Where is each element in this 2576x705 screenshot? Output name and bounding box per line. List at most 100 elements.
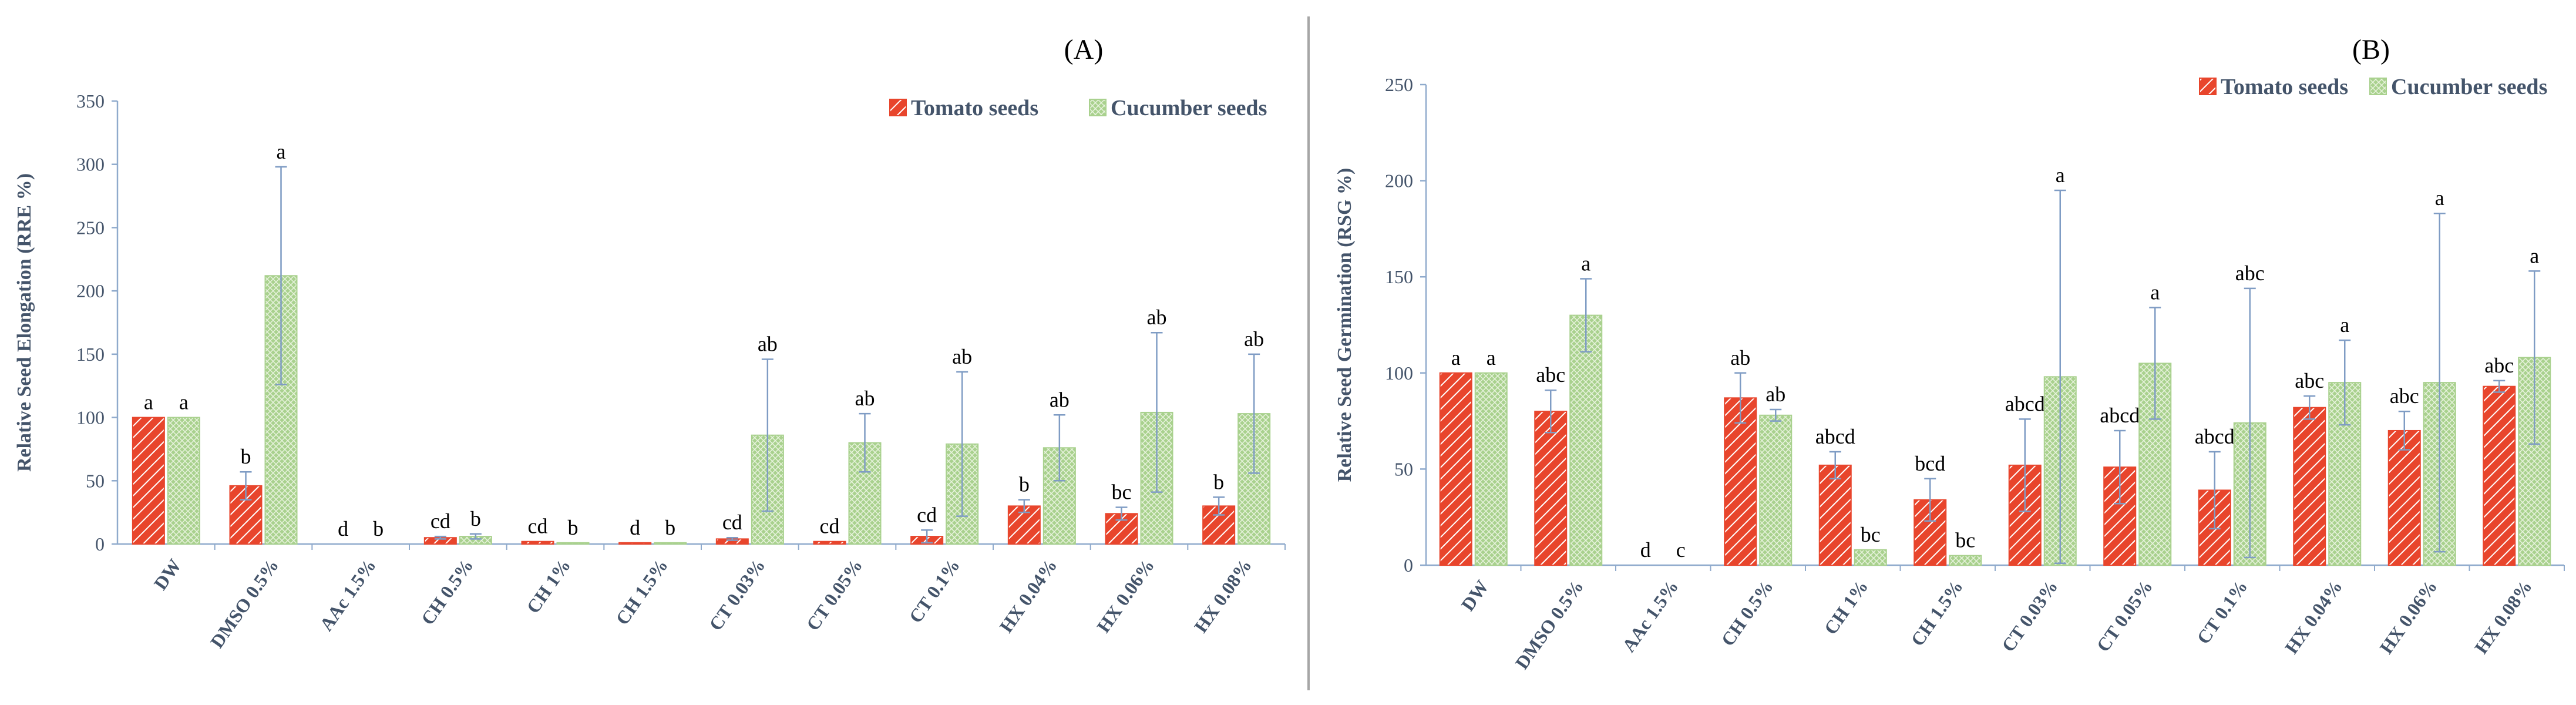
significance-letter-tomato: abc: [2484, 354, 2514, 377]
significance-letter-tomato: d: [1640, 538, 1651, 562]
x-category-label: CH 1.5%: [1906, 576, 1967, 650]
y-tick-label: 0: [95, 533, 105, 555]
significance-letter-tomato: cd: [722, 511, 742, 534]
x-category-label: HX 0.04%: [2281, 576, 2346, 658]
legend-swatch-tomato: [889, 99, 907, 116]
significance-letter-cucumber: b: [665, 516, 675, 539]
y-axis-title-b: Relative Seed Germination (RSG %): [1334, 168, 1356, 482]
y-axis-title-a: Relative Seed Elongation (RRE %): [14, 173, 35, 472]
bar-tomato: [618, 542, 652, 545]
bar-tomato: [1724, 397, 1757, 566]
x-category-label: HX 0.04%: [995, 555, 1061, 637]
y-tick-label: 50: [86, 470, 105, 491]
significance-letter-tomato: abc: [2295, 369, 2324, 392]
significance-letter-tomato: bcd: [1915, 452, 1945, 475]
x-category-label: DMSO 0.5%: [1511, 576, 1588, 673]
x-category-label: CH 1%: [1820, 576, 1872, 639]
chart-panel-b: (B) Relative Seed Germination (RSG %) 0 50 1…: [1334, 34, 2565, 673]
significance-letter-cucumber: ab: [1765, 382, 1785, 406]
y-tick-label: 150: [76, 344, 105, 365]
y-tick-label: 150: [1385, 266, 1413, 287]
significance-letter-tomato: a: [1451, 346, 1461, 370]
x-category-label: HX 0.06%: [2375, 576, 2441, 658]
significance-letter-cucumber: c: [1676, 538, 1686, 562]
significance-letter-tomato: b: [241, 445, 251, 468]
bar-tomato: [132, 417, 165, 545]
y-tick-label: 100: [1385, 362, 1413, 384]
legend-swatch-cucumber: [1089, 99, 1107, 116]
x-category-label: DW: [149, 555, 185, 594]
significance-letter-cucumber: a: [2530, 244, 2539, 267]
y-tick-label: 0: [1404, 555, 1413, 576]
bar-tomato: [1818, 464, 1852, 566]
bar-cucumber: [1474, 372, 1508, 566]
significance-letter-tomato: a: [144, 391, 153, 414]
legend-label-cucumber: Cucumber seeds: [1111, 96, 1267, 120]
legend-swatch-tomato: [2199, 78, 2217, 95]
x-category-label: DMSO 0.5%: [206, 555, 283, 652]
y-tick-label: 250: [76, 217, 105, 238]
significance-letter-tomato: bc: [1112, 481, 1132, 504]
significance-letter-cucumber: ab: [1244, 327, 1264, 351]
significance-letter-cucumber: a: [2340, 313, 2349, 337]
x-category-label: CT 0.1%: [904, 555, 964, 627]
bar-tomato: [2387, 429, 2421, 566]
significance-letter-tomato: b: [1019, 473, 1030, 496]
significance-letter-tomato: abcd: [2100, 404, 2140, 427]
significance-letter-cucumber: ab: [1147, 306, 1167, 329]
bar-tomato: [229, 485, 263, 545]
significance-letter-tomato: cd: [528, 515, 548, 538]
significance-letter-tomato: ab: [1730, 346, 1750, 370]
y-tick-label: 350: [76, 90, 105, 112]
bar-cucumber: [1569, 314, 1603, 566]
bar-tomato: [1439, 372, 1472, 566]
x-category-label: DW: [1457, 576, 1492, 615]
x-category-label: CH 1.5%: [611, 555, 672, 629]
bar-tomato: [2293, 407, 2326, 566]
significance-letter-tomato: abc: [2390, 384, 2419, 408]
significance-letter-tomato: abc: [1536, 363, 1565, 387]
x-category-label: CT 0.05%: [802, 555, 867, 634]
significance-letter-cucumber: b: [568, 516, 579, 539]
x-category-label: CH 0.5%: [1717, 576, 1777, 650]
bar-cucumber: [654, 542, 687, 545]
chart-panel-a: (A) Relative Seed Elongation (RRE %) 0 50 10…: [14, 34, 1286, 652]
panel-label-b: (B): [2352, 34, 2390, 65]
significance-letter-cucumber: a: [1487, 346, 1496, 370]
y-tick-label: 250: [1385, 74, 1413, 95]
significance-letter-tomato: cd: [917, 503, 937, 526]
bar-tomato: [1534, 411, 1568, 566]
y-tick-label: 200: [76, 280, 105, 301]
x-category-label: AAc 1.5%: [315, 555, 380, 635]
x-category-label: CH 0.5%: [417, 555, 477, 629]
significance-letter-cucumber: ab: [758, 332, 778, 355]
legend-label-tomato: Tomato seeds: [911, 96, 1038, 120]
significance-letter-tomato: cd: [820, 515, 840, 538]
legend-swatch-cucumber: [2369, 78, 2387, 95]
significance-letter-tomato: abcd: [2005, 392, 2045, 415]
significance-letter-cucumber: abc: [2235, 261, 2265, 285]
significance-letter-cucumber: a: [277, 140, 286, 163]
x-category-label: CT 0.03%: [705, 555, 769, 634]
significance-letter-cucumber: ab: [952, 345, 972, 368]
y-tick-label: 50: [1394, 458, 1413, 479]
x-category-label: CT 0.03%: [1997, 576, 2062, 656]
significance-letter-cucumber: a: [1581, 251, 1590, 275]
significance-letter-tomato: cd: [431, 509, 450, 533]
significance-letter-cucumber: a: [2150, 281, 2160, 304]
bar-tomato: [521, 540, 554, 545]
significance-letter-cucumber: ab: [855, 387, 875, 410]
x-category-label: HX 0.08%: [1190, 555, 1256, 637]
significance-letter-cucumber: a: [2435, 186, 2444, 210]
x-category-label: CT 0.1%: [2192, 576, 2252, 648]
significance-letter-cucumber: a: [2056, 163, 2065, 187]
y-tick-label: 200: [1385, 170, 1413, 192]
significance-letter-cucumber: b: [470, 507, 481, 531]
bar-cucumber: [556, 542, 590, 545]
x-category-label: HX 0.06%: [1092, 555, 1158, 637]
significance-letter-cucumber: bc: [1861, 523, 1881, 546]
significance-letter-cucumber: ab: [1050, 388, 1070, 411]
panel-label-a: (A): [1064, 34, 1104, 65]
significance-letter-tomato: d: [338, 517, 348, 540]
